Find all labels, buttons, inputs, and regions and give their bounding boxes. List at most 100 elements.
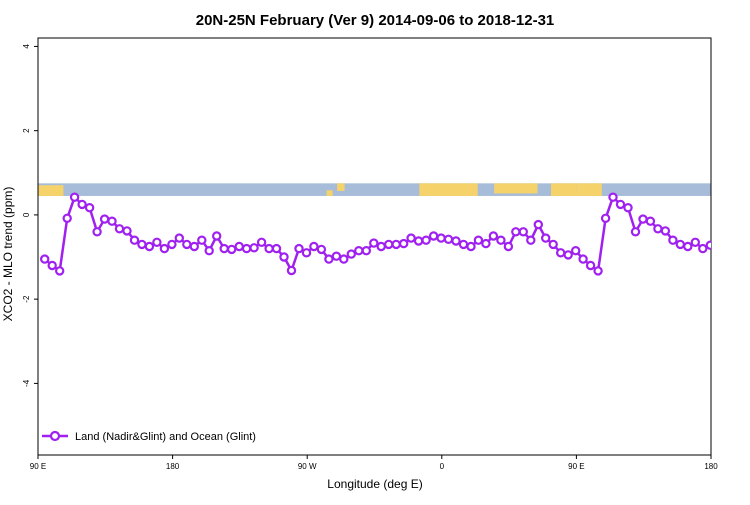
data-point <box>481 238 491 249</box>
x-axis: 90 E 180 90 W 0 90 E 180 <box>30 455 718 471</box>
data-point <box>159 243 170 254</box>
legend-label: Land (Nadir&Glint) and Ocean (Glint) <box>75 431 256 443</box>
data-point <box>129 235 140 245</box>
x-tick-label: 180 <box>166 462 180 471</box>
data-point <box>645 216 656 226</box>
land-region <box>419 183 478 196</box>
data-point <box>234 241 244 252</box>
x-tick-label: 90 E <box>30 462 46 471</box>
data-point <box>518 227 529 237</box>
series-layer <box>40 192 711 276</box>
data-point <box>40 254 50 264</box>
data-point <box>264 243 274 254</box>
data-point <box>77 199 87 210</box>
land-region <box>38 185 64 196</box>
data-point <box>197 235 207 245</box>
chart-title: 20N-25N February (Ver 9) 2014-09-06 to 2… <box>196 12 555 29</box>
data-point <box>107 216 117 226</box>
data-point <box>55 266 65 276</box>
land-region <box>576 183 602 196</box>
data-point <box>683 241 693 252</box>
data-point <box>473 235 484 245</box>
data-point <box>69 192 80 202</box>
data-point <box>399 238 409 249</box>
data-point <box>271 243 282 254</box>
data-point <box>384 239 394 250</box>
y-tick-label: 4 <box>22 44 31 49</box>
legend: Land (Nadir&Glint) and Ocean (Glint) <box>42 430 256 443</box>
data-point <box>630 227 641 237</box>
data-point <box>675 239 686 250</box>
data-point <box>99 214 110 224</box>
data-point <box>541 233 551 243</box>
data-point <box>443 234 454 244</box>
y-axis: -4 -2 0 2 4 <box>22 44 38 387</box>
legend-marker <box>49 430 61 442</box>
data-point <box>62 213 72 223</box>
data-point <box>571 245 581 256</box>
data-point <box>653 224 663 234</box>
data-point <box>421 235 431 245</box>
x-axis-title: Longitude (deg E) <box>327 477 422 491</box>
data-point <box>211 231 222 241</box>
data-point <box>47 260 57 271</box>
y-tick-label: 0 <box>22 212 31 217</box>
series-line <box>43 195 711 273</box>
data-point <box>309 241 319 252</box>
data-point <box>548 239 558 250</box>
world-map-strip <box>38 183 711 196</box>
data-point <box>428 231 439 241</box>
data-point <box>354 245 364 256</box>
data-point <box>376 241 386 252</box>
data-point <box>346 249 356 259</box>
x-tick-label: 0 <box>440 462 445 471</box>
data-point <box>563 250 573 260</box>
data-point <box>84 202 95 213</box>
data-point <box>301 248 312 258</box>
data-point <box>413 236 424 246</box>
data-point <box>436 233 446 243</box>
data-point <box>241 243 252 254</box>
data-point <box>488 231 499 241</box>
data-point <box>369 238 379 248</box>
x-tick-label: 90 E <box>568 462 584 471</box>
data-point <box>406 233 416 243</box>
land-region <box>494 183 538 194</box>
data-point <box>623 202 633 213</box>
data-point <box>204 245 214 256</box>
data-point <box>600 213 611 223</box>
land-region <box>326 190 333 196</box>
data-point <box>174 233 184 243</box>
data-point <box>256 237 267 247</box>
data-point <box>668 235 678 245</box>
data-point <box>593 266 603 276</box>
x-tick-label: 180 <box>704 462 718 471</box>
data-point <box>189 241 199 252</box>
data-point <box>324 254 334 264</box>
data-point <box>458 239 469 250</box>
y-tick-label: 2 <box>22 128 31 133</box>
data-point <box>690 237 701 247</box>
data-point <box>451 236 461 246</box>
data-point <box>249 243 259 253</box>
data-point <box>608 192 618 202</box>
x-tick-label: 90 W <box>298 462 317 471</box>
data-point <box>698 243 708 254</box>
y-axis-title: XCO2 - MLO trend (ppm) <box>1 187 15 322</box>
y-tick-label: -4 <box>22 379 31 387</box>
land-region <box>550 183 577 196</box>
data-point <box>496 235 506 245</box>
data-point <box>226 244 237 255</box>
data-point <box>167 239 177 250</box>
data-point <box>526 235 536 245</box>
data-point <box>144 241 155 252</box>
data-point <box>114 224 125 234</box>
data-point <box>578 254 588 264</box>
data-point <box>638 214 648 224</box>
data-point <box>339 254 349 264</box>
data-point <box>511 227 521 237</box>
data-point <box>122 226 132 236</box>
data-point <box>182 239 192 250</box>
